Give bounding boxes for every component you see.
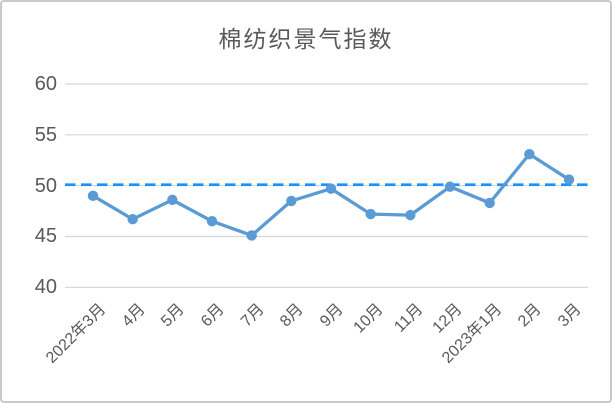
data-point-marker	[286, 195, 297, 207]
data-point-marker	[127, 213, 138, 225]
data-point-marker	[444, 181, 456, 192]
data-point-marker	[524, 148, 535, 160]
data-point-marker	[246, 230, 257, 241]
series-line	[91, 152, 571, 238]
data-point-marker	[325, 183, 337, 194]
data-point-marker	[563, 174, 575, 185]
data-point-marker	[206, 216, 218, 227]
data-point-marker	[87, 190, 99, 202]
data-point-marker	[167, 194, 178, 206]
data-point-marker	[365, 208, 376, 220]
data-point-marker	[484, 197, 495, 209]
data-point-marker	[405, 209, 416, 221]
